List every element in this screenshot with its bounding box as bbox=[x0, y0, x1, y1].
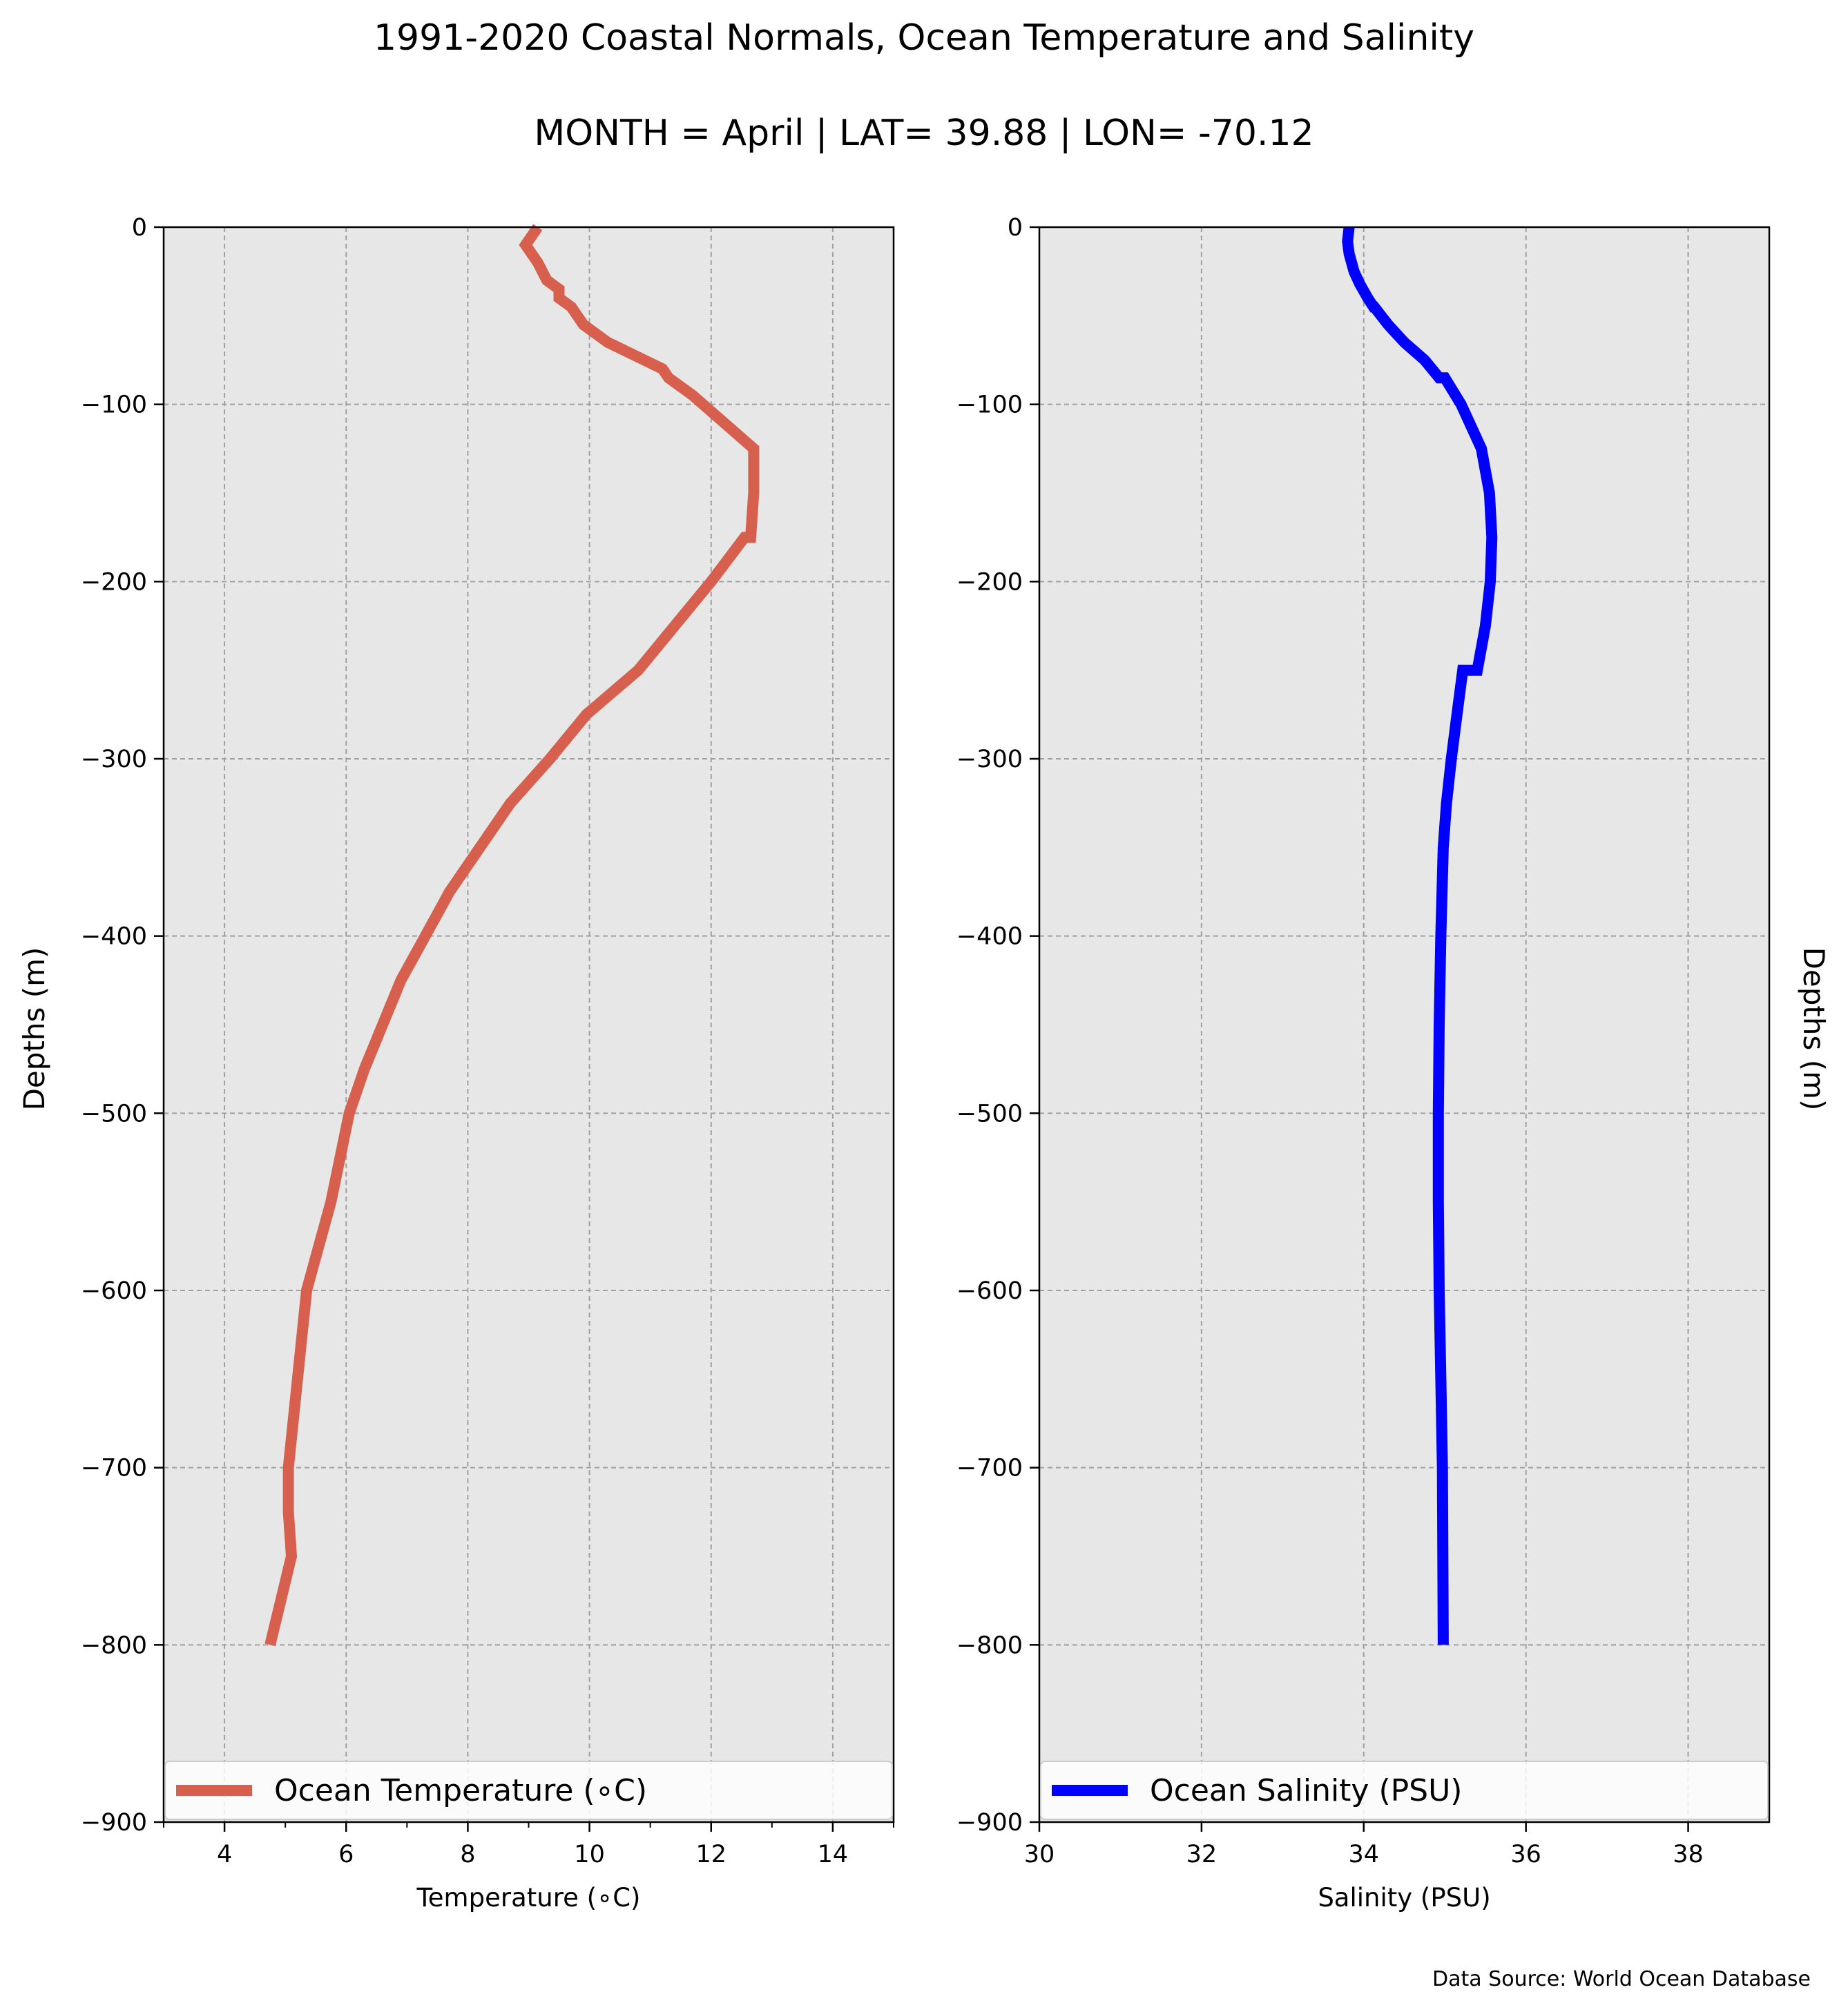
salinity-y-tick-label: −500 bbox=[956, 1100, 1023, 1128]
temperature-legend bbox=[164, 1761, 893, 1820]
temperature-y-tick-label: −200 bbox=[81, 568, 147, 596]
salinity-panel: 30 32 34 36 38 0 −100 −200 −300 −400 −500 −600 −700 −… bbox=[956, 214, 1771, 1913]
left-y-axis-label: Depths (m) bbox=[17, 947, 51, 1111]
temperature-legend-label: Ocean Temperature (∘C) bbox=[274, 1773, 647, 1808]
salinity-axes-frame bbox=[1038, 226, 1771, 1823]
temperature-panel: 4 6 8 10 12 14 0 −100 −200 −300 −400 −500 −600 −700 −8… bbox=[81, 214, 895, 1913]
salinity-x-tick-label: 30 bbox=[1024, 1841, 1055, 1868]
salinity-x-tick-label: 32 bbox=[1186, 1841, 1217, 1868]
salinity-y-tick-label: −600 bbox=[956, 1277, 1023, 1305]
temperature-x-tick-label: 6 bbox=[338, 1841, 354, 1868]
temperature-y-tick-label: 0 bbox=[132, 214, 147, 242]
temperature-series-line bbox=[264, 224, 760, 1647]
salinity-y-tick-label: −800 bbox=[956, 1632, 1023, 1659]
temperature-y-tick-label: −100 bbox=[81, 391, 147, 419]
salinity-x-tick-label: 38 bbox=[1673, 1841, 1704, 1868]
right-y-axis-label: Depths (m) bbox=[1797, 947, 1831, 1111]
salinity-y-tick-label: −100 bbox=[956, 391, 1023, 419]
temperature-y-tick-label: −600 bbox=[81, 1277, 147, 1305]
salinity-x-tick-label: 36 bbox=[1510, 1841, 1541, 1868]
salinity-legend bbox=[1040, 1761, 1769, 1820]
temperature-y-tick-label: −500 bbox=[81, 1100, 147, 1128]
salinity-x-tick-label: 34 bbox=[1349, 1841, 1380, 1868]
salinity-legend-label: Ocean Salinity (PSU) bbox=[1150, 1773, 1462, 1808]
temperature-y-tick-label: −400 bbox=[81, 923, 147, 951]
temperature-y-tick-label: −300 bbox=[81, 746, 147, 773]
salinity-y-tick-label: −200 bbox=[956, 568, 1023, 596]
temperature-x-tick-label: 4 bbox=[217, 1841, 232, 1868]
figure-subtitle: MONTH = April | LAT= 39.88 | LON= -70.12 bbox=[534, 113, 1313, 154]
salinity-series-line bbox=[1342, 226, 1498, 1645]
temperature-x-tick-label: 10 bbox=[574, 1841, 605, 1868]
salinity-y-tick-label: 0 bbox=[1008, 214, 1023, 242]
temperature-y-tick-label: −700 bbox=[81, 1455, 147, 1482]
temperature-x-tick-label: 8 bbox=[460, 1841, 475, 1868]
temperature-y-tick-label: −800 bbox=[81, 1632, 147, 1659]
salinity-y-tick-label: −400 bbox=[956, 923, 1023, 951]
salinity-y-tick-label: −700 bbox=[956, 1455, 1023, 1482]
salinity-x-axis-label: Salinity (PSU) bbox=[1318, 1883, 1490, 1913]
salinity-y-tick-label: −900 bbox=[956, 1809, 1023, 1837]
data-source-footnote: Data Source: World Ocean Database bbox=[1432, 1967, 1811, 1991]
temperature-y-tick-label: −900 bbox=[81, 1809, 147, 1837]
salinity-plot-area bbox=[1039, 227, 1769, 1822]
temperature-x-tick-label: 14 bbox=[818, 1841, 849, 1868]
temperature-x-axis-label: Temperature (∘C) bbox=[416, 1883, 640, 1913]
salinity-y-tick-label: −300 bbox=[956, 746, 1023, 773]
temperature-plot-area bbox=[164, 227, 894, 1822]
temperature-x-tick-label: 12 bbox=[695, 1841, 726, 1868]
figure-title: 1991-2020 Coastal Normals, Ocean Tempera… bbox=[374, 17, 1474, 59]
